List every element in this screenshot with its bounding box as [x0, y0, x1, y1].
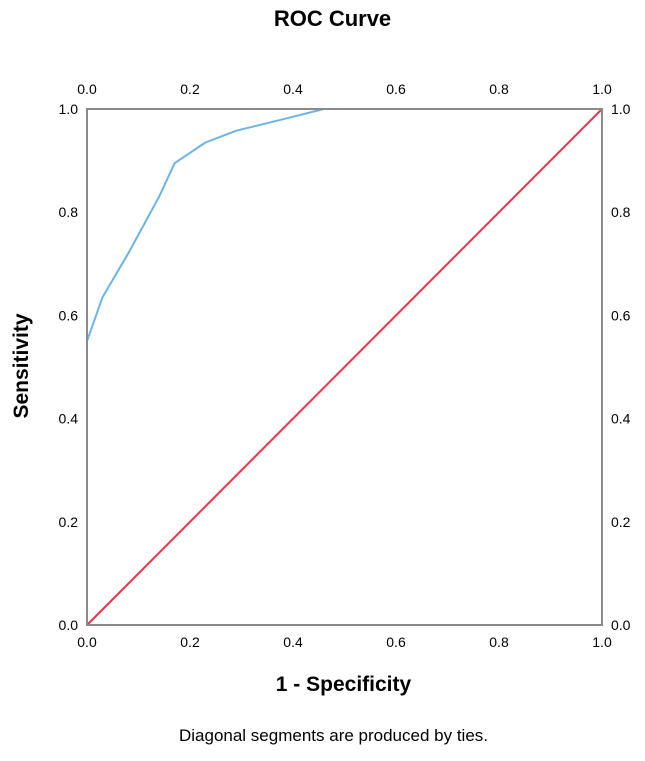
x-tick-label-bottom: 0.6 — [386, 634, 406, 650]
x-tick-label-top: 0.6 — [386, 81, 406, 97]
chart-title: ROC Curve — [273, 6, 392, 31]
x-tick-label-top: 0.4 — [283, 81, 303, 97]
y-tick-label-right: 0.2 — [611, 514, 631, 530]
y-tick-label-left: 0.4 — [59, 411, 79, 427]
x-tick-label-bottom: 0.0 — [77, 634, 97, 650]
y-tick-label-left: 0.2 — [59, 514, 79, 530]
y-tick-label-left: 0.8 — [59, 204, 79, 220]
x-tick-label-bottom: 0.8 — [489, 634, 509, 650]
x-axis-label: 1 - Specificity — [275, 673, 412, 696]
y-tick-label-right: 0.6 — [611, 307, 631, 323]
footnote: Diagonal segments are produced by ties. — [178, 726, 488, 745]
x-tick-label-bottom: 1.0 — [592, 634, 612, 650]
reference-diagonal-line — [86, 108, 603, 626]
y-tick-label-left: 0.0 — [59, 617, 79, 633]
x-tick-label-top: 0.8 — [489, 81, 509, 97]
y-axis-label: Sensitivity — [10, 313, 33, 419]
x-tick-label-bottom: 0.4 — [283, 634, 303, 650]
x-tick-label-top: 0.0 — [77, 81, 97, 97]
y-tick-label-right: 0.8 — [611, 204, 631, 220]
y-tick-label-right: 0.4 — [611, 411, 631, 427]
x-tick-label-top: 1.0 — [592, 81, 612, 97]
plot-frame — [86, 108, 603, 626]
y-tick-label-left: 0.6 — [59, 307, 79, 323]
y-tick-label-right: 0.0 — [611, 617, 631, 633]
x-tick-label-bottom: 0.2 — [180, 634, 200, 650]
y-tick-label-left: 1.0 — [59, 101, 79, 117]
x-tick-label-top: 0.2 — [180, 81, 200, 97]
y-tick-label-right: 1.0 — [611, 101, 631, 117]
